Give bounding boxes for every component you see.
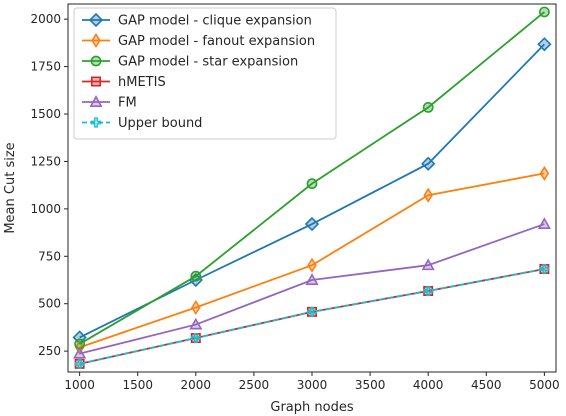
data-point bbox=[74, 358, 85, 369]
series-gap-model-star-expansion bbox=[74, 6, 550, 350]
data-point bbox=[537, 37, 552, 52]
x-tick-label: 5000 bbox=[529, 378, 560, 392]
legend-swatch-marker bbox=[90, 117, 102, 128]
series-line bbox=[79, 172, 545, 349]
y-tick-label: 2000 bbox=[30, 12, 61, 26]
y-tick-label: 1750 bbox=[30, 60, 61, 74]
legend-label: FM bbox=[118, 96, 137, 111]
data-point bbox=[537, 217, 551, 230]
data-point bbox=[73, 346, 87, 359]
series-group bbox=[72, 6, 552, 369]
series-line bbox=[79, 268, 545, 365]
legend-item: Upper bound bbox=[82, 116, 202, 131]
legend-item: FM bbox=[82, 95, 137, 111]
data-point bbox=[307, 257, 317, 273]
data-point bbox=[421, 156, 436, 171]
data-point bbox=[190, 332, 201, 344]
data-point bbox=[189, 317, 203, 330]
series-line bbox=[79, 11, 545, 345]
data-point bbox=[305, 273, 319, 285]
data-point bbox=[190, 270, 202, 282]
y-axis-label: Mean Cut size bbox=[3, 142, 18, 233]
legend-label: GAP model - star expansion bbox=[118, 55, 298, 70]
data-point bbox=[191, 300, 201, 316]
series-line bbox=[79, 223, 545, 355]
legend-box bbox=[73, 7, 337, 140]
legend-swatch-marker bbox=[89, 95, 103, 107]
legend: GAP model - clique expansion GAP model - … bbox=[73, 7, 337, 140]
tick-group: 1000 1500 2000 2500 3000 3500 4000 4500 5000 250 5… bbox=[30, 12, 559, 392]
legend-swatch-marker bbox=[91, 76, 102, 87]
x-tick-label: 4500 bbox=[471, 378, 502, 392]
x-axis-label: Graph nodes bbox=[270, 400, 353, 415]
legend-item: GAP model - clique expansion bbox=[82, 12, 312, 29]
data-point bbox=[306, 306, 318, 317]
legend-swatch-marker bbox=[88, 12, 104, 28]
legend-item: GAP model - fanout expansion bbox=[82, 33, 315, 49]
legend-label: GAP model - clique expansion bbox=[118, 14, 312, 29]
x-tick-label: 1500 bbox=[122, 378, 153, 392]
x-tick-label: 2000 bbox=[181, 378, 212, 392]
data-point bbox=[304, 216, 320, 232]
legend-label: hMETIS bbox=[118, 75, 166, 90]
y-tick-label: 250 bbox=[38, 344, 61, 358]
legend-swatch-marker bbox=[90, 55, 102, 67]
legend-label: Upper bound bbox=[118, 116, 202, 131]
y-tick-label: 1500 bbox=[30, 107, 61, 121]
data-point bbox=[538, 6, 550, 18]
series-upper-bound bbox=[74, 263, 550, 369]
x-tick-label: 1000 bbox=[64, 378, 95, 392]
x-tick-label: 2500 bbox=[239, 378, 270, 392]
y-tick-label: 1000 bbox=[30, 202, 61, 216]
legend-item: hMETIS bbox=[82, 75, 166, 90]
data-point bbox=[539, 263, 550, 275]
x-tick-label: 4000 bbox=[413, 378, 444, 392]
data-point bbox=[539, 165, 550, 181]
legend-swatch-marker bbox=[91, 33, 101, 48]
series-fm bbox=[73, 217, 551, 359]
data-point bbox=[423, 187, 433, 203]
data-point bbox=[421, 258, 435, 271]
series-gap-model-fanout-expansion bbox=[74, 165, 550, 355]
data-point bbox=[423, 285, 434, 297]
data-point bbox=[422, 101, 434, 113]
y-tick-label: 750 bbox=[38, 249, 61, 263]
x-tick-label: 3500 bbox=[355, 378, 386, 392]
legend-item: GAP model - star expansion bbox=[82, 55, 298, 70]
y-tick-label: 1250 bbox=[30, 154, 61, 168]
data-point bbox=[306, 178, 318, 190]
y-tick-label: 500 bbox=[38, 297, 61, 311]
legend-label: GAP model - fanout expansion bbox=[118, 34, 315, 49]
x-tick-label: 3000 bbox=[297, 378, 328, 392]
